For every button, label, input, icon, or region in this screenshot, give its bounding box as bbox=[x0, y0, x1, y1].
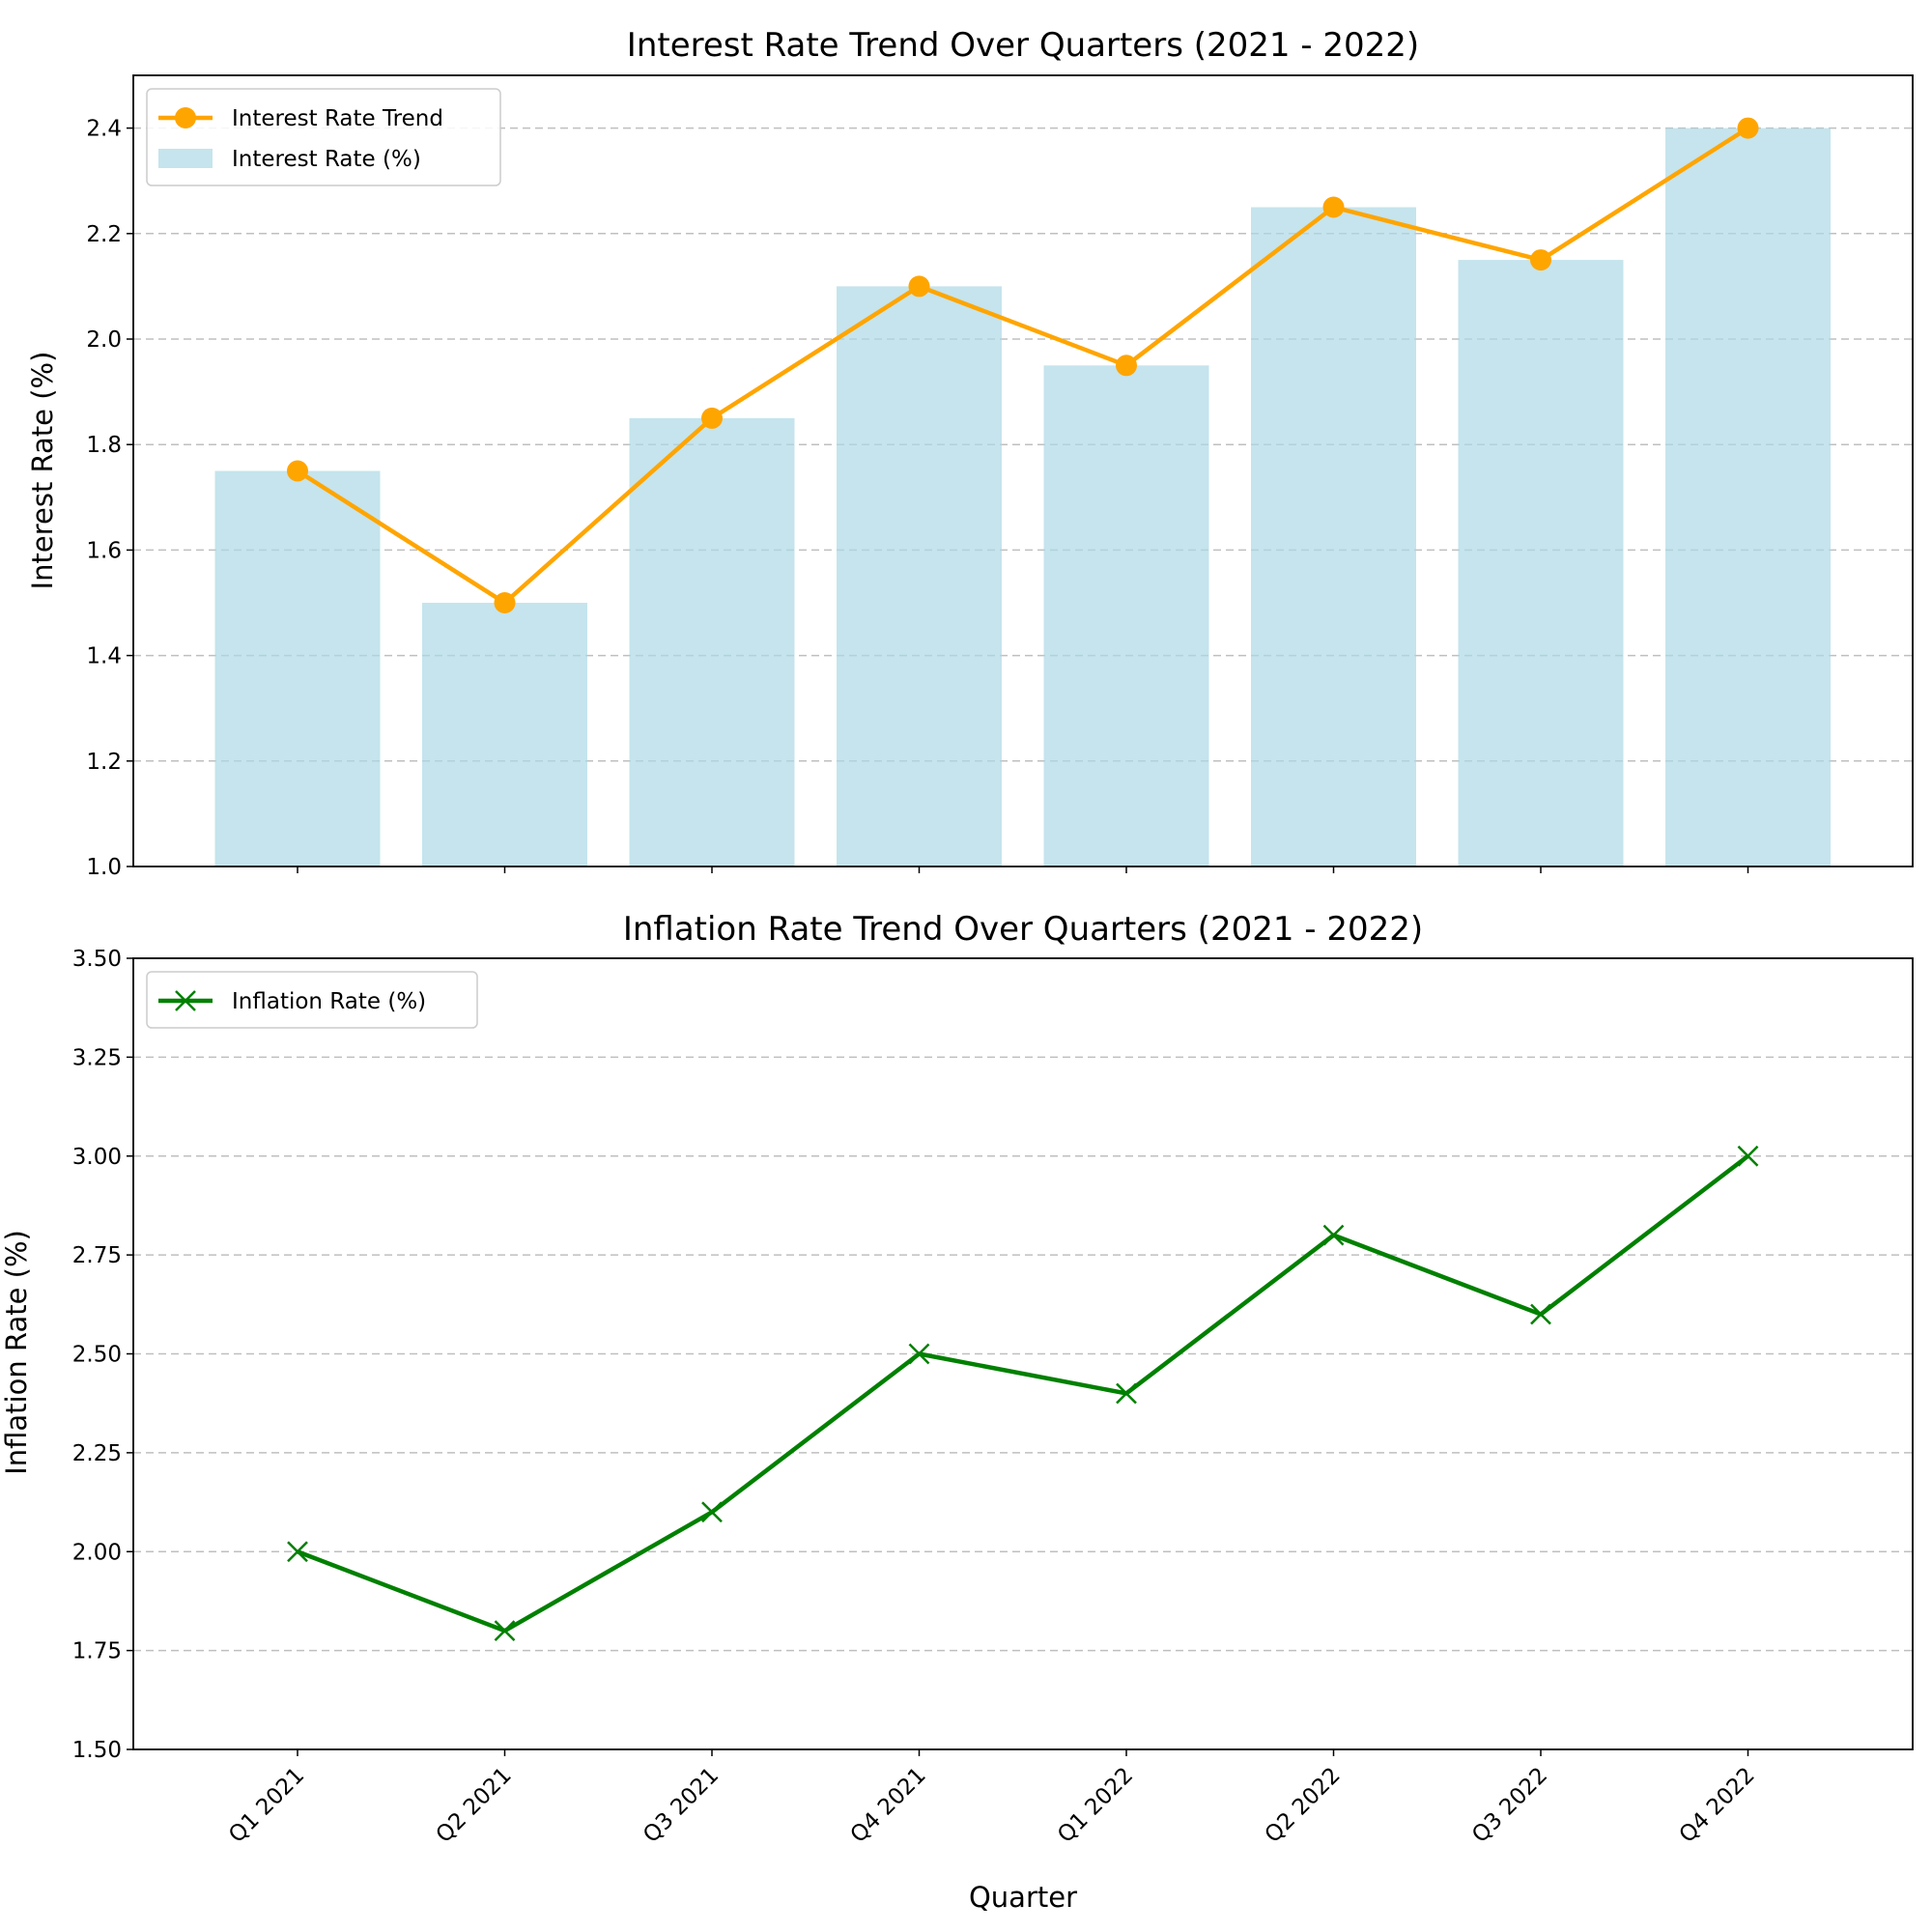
data-point bbox=[1530, 249, 1551, 271]
data-point bbox=[494, 1620, 516, 1642]
data-point bbox=[287, 460, 308, 482]
legend-swatch bbox=[158, 149, 213, 168]
y-tick-label: 2.4 bbox=[86, 117, 122, 142]
y-axis-label: Inflation Rate (%) bbox=[0, 1230, 33, 1475]
interest-rate-chart: Interest Rate Trend Over Quarters (2021 … bbox=[26, 26, 1914, 880]
plot-frame bbox=[132, 957, 1914, 1750]
legend-marker bbox=[175, 107, 196, 128]
y-tick-label: 3.00 bbox=[72, 1145, 122, 1170]
x-tick-label: Q2 2022 bbox=[1261, 1763, 1346, 1848]
x-tick-label: Q1 2021 bbox=[224, 1763, 309, 1848]
legend-marker bbox=[175, 990, 196, 1011]
y-tick-label: 1.4 bbox=[86, 644, 122, 669]
data-point bbox=[1737, 1145, 1759, 1167]
y-tick-label: 2.2 bbox=[86, 222, 122, 247]
data-point bbox=[908, 1343, 930, 1365]
bar bbox=[214, 470, 381, 867]
data-point bbox=[287, 1541, 308, 1563]
y-tick-label: 1.75 bbox=[72, 1639, 122, 1664]
bar bbox=[1458, 260, 1624, 867]
chart-title: Inflation Rate Trend Over Quarters (2021… bbox=[623, 910, 1423, 949]
chart-title: Interest Rate Trend Over Quarters (2021 … bbox=[627, 26, 1419, 65]
series-line bbox=[297, 1153, 1749, 1634]
bar bbox=[837, 286, 1002, 867]
y-tick-label: 2.0 bbox=[86, 327, 122, 353]
inflation-rate-chart: Inflation Rate Trend Over Quarters (2021… bbox=[0, 910, 1914, 1914]
data-point bbox=[1322, 196, 1345, 218]
data-point bbox=[701, 1501, 723, 1523]
y-tick-label: 1.0 bbox=[86, 855, 122, 880]
y-tick-label: 1.8 bbox=[86, 433, 122, 458]
data-point bbox=[1116, 355, 1137, 377]
data-point bbox=[1322, 1224, 1345, 1246]
x-tick-label: Q1 2022 bbox=[1053, 1763, 1138, 1848]
data-point bbox=[494, 592, 516, 613]
data-point bbox=[1116, 1382, 1137, 1405]
x-tick-label: Q4 2022 bbox=[1675, 1763, 1760, 1848]
y-tick-label: 1.50 bbox=[72, 1738, 122, 1763]
data-point bbox=[908, 275, 930, 298]
bar bbox=[1251, 207, 1416, 867]
bar bbox=[1043, 365, 1209, 867]
data-point bbox=[1530, 1303, 1551, 1325]
y-tick-label: 2.25 bbox=[72, 1441, 122, 1466]
y-tick-label: 1.6 bbox=[86, 538, 122, 563]
data-point bbox=[1737, 117, 1759, 139]
legend-box bbox=[146, 88, 501, 186]
y-tick-label: 1.2 bbox=[86, 750, 122, 775]
x-tick-label: Q2 2021 bbox=[432, 1763, 517, 1848]
series-line bbox=[296, 126, 1749, 606]
legend-label: Inflation Rate (%) bbox=[232, 989, 426, 1014]
x-tick-label: Q4 2021 bbox=[846, 1763, 931, 1848]
x-tick-label: Q3 2022 bbox=[1467, 1763, 1552, 1848]
y-axis-label: Interest Rate (%) bbox=[26, 352, 59, 590]
bar bbox=[422, 603, 587, 867]
bar bbox=[629, 417, 795, 867]
legend-label: Interest Rate (%) bbox=[232, 147, 421, 172]
plot-frame bbox=[132, 74, 1914, 867]
legend: Inflation Rate (%) bbox=[146, 971, 478, 1029]
y-tick-label: 3.50 bbox=[72, 947, 122, 972]
legend-box bbox=[146, 971, 478, 1029]
bar bbox=[1665, 128, 1831, 867]
y-tick-label: 2.50 bbox=[72, 1343, 122, 1368]
x-tick-label: Q3 2021 bbox=[639, 1763, 724, 1848]
data-point bbox=[701, 407, 723, 429]
legend: Interest Rate Trend Interest Rate (%) bbox=[146, 88, 501, 186]
y-tick-label: 2.00 bbox=[72, 1540, 122, 1565]
legend-label: Interest Rate Trend bbox=[232, 106, 443, 131]
y-tick-label: 2.75 bbox=[72, 1243, 122, 1268]
y-tick-label: 3.25 bbox=[72, 1045, 122, 1070]
x-axis-label: Quarter bbox=[969, 1881, 1077, 1914]
